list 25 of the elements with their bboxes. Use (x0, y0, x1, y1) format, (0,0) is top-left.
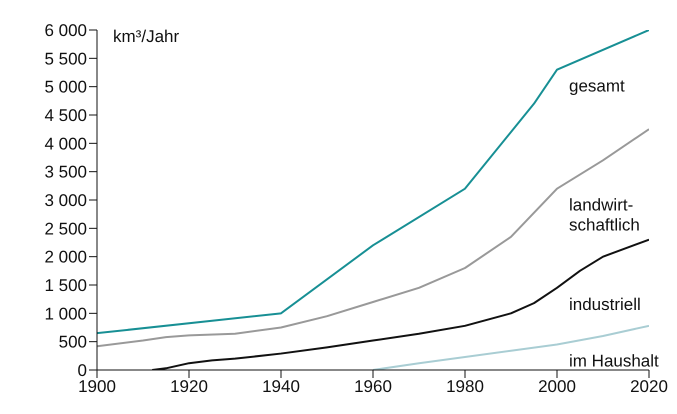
x-tick-label: 2000 (538, 377, 576, 396)
series-label: industriell (569, 294, 641, 314)
y-tick-label: 5 000 (44, 78, 87, 97)
y-tick-label: 4 000 (44, 134, 87, 154)
y-tick-label: 1 500 (44, 276, 87, 296)
y-tick-label: 500 (58, 332, 87, 352)
x-tick-label: 1980 (446, 377, 484, 396)
x-tick-label: 2020 (630, 377, 668, 396)
x-tick-label: 1940 (262, 377, 300, 396)
y-tick-label: 3 000 (44, 191, 87, 210)
series-label: landwirt-schaftlich (569, 196, 640, 235)
line-series (97, 30, 649, 334)
y-tick-label: 1 000 (44, 304, 87, 324)
y-tick-label: 3 500 (44, 162, 87, 182)
series-label: gesamt (569, 76, 626, 96)
y-tick-label: 4 500 (44, 106, 87, 126)
y-tick-label: 5 500 (44, 49, 87, 68)
x-tick-label: 1960 (354, 377, 392, 396)
x-tick-label: 1920 (170, 377, 208, 396)
y-tick-label: 2 500 (44, 219, 87, 238)
line-series (97, 128, 649, 348)
y-axis-title: km³/Jahr (113, 27, 180, 46)
y-tick-label: 6 000 (44, 21, 87, 40)
y-tick-label: 2 000 (44, 248, 87, 267)
series-label: im Haushalt (569, 352, 660, 370)
